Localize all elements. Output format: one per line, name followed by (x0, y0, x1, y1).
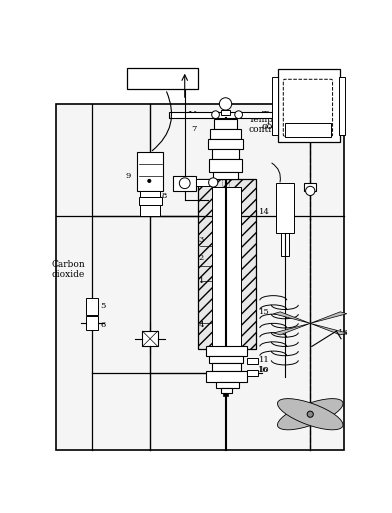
Bar (173, 175, 196, 191)
Text: 12: 12 (222, 387, 232, 395)
Bar (138, 197, 162, 205)
Text: 10: 10 (259, 366, 269, 373)
Polygon shape (274, 312, 310, 323)
Bar (210, 129, 241, 140)
Bar (209, 356, 243, 363)
Circle shape (235, 111, 243, 119)
Bar (276, 183, 294, 233)
Bar (137, 152, 163, 191)
Text: 2: 2 (199, 254, 204, 262)
Text: 17: 17 (296, 400, 307, 408)
Bar (86, 315, 98, 329)
Bar (213, 172, 238, 180)
Bar (212, 187, 241, 346)
Bar (304, 183, 316, 191)
Bar (127, 68, 198, 89)
Ellipse shape (278, 399, 343, 430)
Bar (221, 388, 232, 392)
Bar (247, 369, 258, 376)
Circle shape (212, 111, 220, 119)
Bar (209, 160, 243, 172)
Polygon shape (274, 323, 310, 335)
Text: 7: 7 (191, 125, 196, 133)
Polygon shape (310, 323, 347, 335)
Bar (223, 392, 228, 396)
Bar (169, 112, 335, 118)
Circle shape (179, 178, 190, 189)
Circle shape (306, 186, 315, 195)
Bar (196, 180, 212, 186)
Bar (281, 233, 289, 256)
Circle shape (307, 411, 313, 417)
Bar (221, 110, 230, 115)
Bar (142, 331, 158, 346)
Text: Temp.
controller: Temp. controller (262, 111, 310, 130)
Text: 15: 15 (260, 308, 270, 316)
Bar (140, 191, 160, 197)
Bar (208, 140, 243, 149)
Text: 8: 8 (162, 192, 167, 200)
Text: 4: 4 (198, 321, 204, 329)
Text: Display: Display (142, 73, 183, 84)
Bar (140, 205, 160, 215)
Polygon shape (310, 312, 347, 323)
Text: Carbon
dioxide: Carbon dioxide (51, 260, 85, 279)
Bar (339, 77, 345, 135)
Text: 1: 1 (199, 277, 204, 285)
Bar (212, 149, 240, 160)
FancyBboxPatch shape (283, 80, 332, 136)
Bar (212, 363, 241, 371)
Bar (272, 77, 278, 135)
Bar (214, 120, 237, 129)
Bar (216, 382, 239, 388)
Circle shape (220, 98, 232, 110)
Text: 13: 13 (338, 329, 349, 337)
Bar (205, 371, 247, 382)
Text: 6: 6 (100, 321, 105, 329)
Text: 16: 16 (258, 366, 269, 373)
Text: 11: 11 (259, 356, 269, 364)
Bar (86, 298, 98, 315)
Bar (205, 346, 247, 356)
Text: 14: 14 (260, 208, 270, 215)
Text: Temp.
controller: Temp. controller (249, 115, 294, 134)
Bar (278, 69, 339, 143)
Ellipse shape (278, 399, 343, 430)
Bar (198, 180, 256, 349)
Circle shape (148, 180, 151, 183)
Bar (247, 358, 258, 364)
Bar (285, 123, 331, 137)
Bar (56, 104, 344, 450)
Text: 9: 9 (125, 171, 131, 180)
Text: 3: 3 (199, 236, 204, 244)
Circle shape (209, 178, 218, 187)
Text: Vacuum: Vacuum (189, 111, 228, 120)
Text: 5: 5 (100, 303, 105, 310)
